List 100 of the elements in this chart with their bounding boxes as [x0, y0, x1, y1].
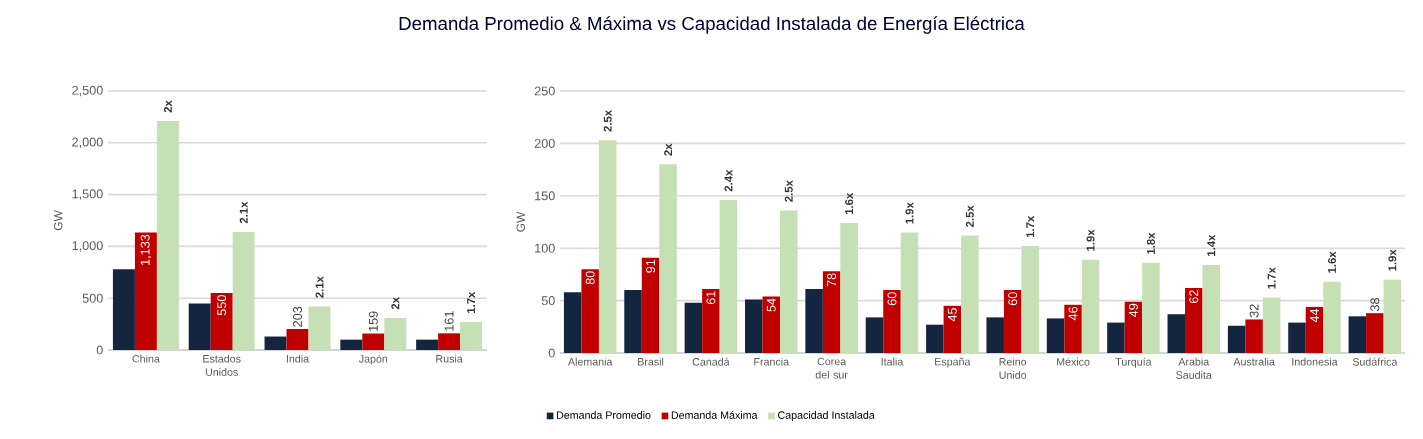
- bar: [1064, 304, 1082, 353]
- x-tick-label: Corea del sur: [815, 357, 848, 379]
- x-tick-label: Indonesia: [1292, 357, 1338, 366]
- annotation: 1.4x: [1207, 234, 1216, 256]
- bar: [1142, 262, 1160, 353]
- bar: [702, 289, 720, 353]
- bar: [232, 231, 255, 350]
- x-tick-label: Italia: [881, 357, 904, 366]
- data-label: 32: [1249, 304, 1259, 318]
- bar: [188, 303, 211, 350]
- x-tick-label: Francia: [754, 357, 790, 366]
- data-label: 1,133: [140, 234, 152, 265]
- bar: [581, 269, 599, 353]
- data-label: 44: [1310, 308, 1319, 323]
- data-label: 46: [1068, 306, 1078, 321]
- data-label: 54: [766, 298, 776, 312]
- x-tick-label: Estados Unidos: [203, 354, 241, 376]
- y-tick-label: 500: [82, 293, 103, 303]
- bar: [210, 293, 233, 350]
- bar: [112, 269, 135, 350]
- bar: [1021, 246, 1039, 353]
- bar: [1366, 313, 1384, 353]
- legend-label: Capacidad Instalada: [778, 411, 875, 422]
- bar: [986, 317, 1004, 353]
- x-tick-label: Alemania: [567, 357, 613, 366]
- bar: [641, 257, 660, 353]
- bar: [1167, 314, 1186, 353]
- bar: [943, 305, 962, 353]
- y-tick-label: 1,500: [72, 189, 103, 200]
- y-tick-label: 50: [541, 296, 555, 306]
- bar: [1262, 297, 1281, 353]
- legend-label: Demanda Máxima: [671, 410, 758, 419]
- x-tick-label: Japón: [358, 354, 388, 365]
- text: Demanda Promedio & Máxima vs Capacidad Instalada de Energía Eléctrica: [399, 16, 1025, 34]
- annotation: 1.7x: [467, 291, 475, 314]
- bar: [1124, 301, 1143, 353]
- bar: [624, 290, 642, 353]
- bar: [961, 235, 979, 353]
- annotation: 1.7x: [1026, 215, 1035, 238]
- bar: [1323, 281, 1341, 353]
- bar: [745, 299, 763, 353]
- bar: [1046, 318, 1065, 353]
- bar: [362, 333, 385, 350]
- data-label: 60: [1008, 292, 1018, 306]
- annotation: 2.1x: [315, 276, 324, 298]
- bar: [264, 336, 287, 350]
- data-label: 45: [947, 307, 957, 322]
- bar: [684, 302, 703, 353]
- annotation: 2.1x: [239, 201, 248, 224]
- bar: [900, 232, 919, 353]
- annotation: 1.7x: [1267, 267, 1276, 289]
- bar: [340, 339, 363, 350]
- bar: [286, 328, 309, 350]
- bar: [563, 292, 582, 353]
- x-tick-label: México: [1057, 357, 1090, 366]
- annotation: 1.8x: [1146, 232, 1155, 254]
- annotation: 1.9x: [1388, 249, 1397, 271]
- data-label: 61: [706, 291, 716, 305]
- bar: [780, 210, 798, 353]
- x-tick-label: India: [286, 354, 310, 363]
- bar: [1305, 306, 1324, 353]
- annotation: 2.5x: [784, 180, 793, 202]
- bar: [156, 121, 179, 350]
- data-label: 49: [1128, 303, 1138, 318]
- annotation: 1.9x: [1086, 229, 1095, 251]
- data-label: 203: [293, 306, 302, 327]
- bar: [1107, 322, 1125, 353]
- data-label: 38: [1370, 298, 1380, 312]
- y-tick-label: 2,000: [72, 137, 103, 149]
- data-label: 62: [1189, 290, 1199, 304]
- bar: [822, 271, 841, 353]
- annotation: 2.5x: [965, 205, 974, 227]
- y-tick-label: 150: [535, 191, 555, 201]
- x-tick-label: Arabia Saudita: [1176, 357, 1212, 379]
- bar: [1288, 322, 1306, 353]
- annotation: 2x: [391, 297, 400, 310]
- bar: [1185, 288, 1203, 353]
- data-label: 60: [887, 292, 897, 306]
- y-axis-title: GW: [53, 210, 63, 231]
- y-tick-label: 200: [534, 138, 555, 148]
- x-tick-label: España: [935, 357, 971, 368]
- bar: [416, 339, 439, 350]
- bar: [865, 317, 884, 353]
- bar: [1245, 319, 1263, 353]
- annotation: 1.9x: [905, 202, 914, 224]
- bar: [719, 199, 738, 353]
- data-label: 78: [827, 273, 837, 287]
- legend-label: Demanda Promedio: [556, 411, 651, 419]
- annotation: 2.4x: [724, 169, 733, 192]
- x-tick-label: Reino Unido: [999, 357, 1027, 379]
- x-tick-label: Brasil: [638, 357, 664, 366]
- x-tick-label: Turquía: [1115, 357, 1152, 368]
- data-label: 550: [217, 295, 227, 316]
- bar: [926, 324, 944, 353]
- annotation: 2.5x: [603, 110, 612, 132]
- y-tick-label: 1,000: [72, 241, 103, 252]
- data-label: 159: [368, 311, 378, 331]
- bar: [598, 140, 617, 353]
- annotation: 2x: [163, 100, 172, 113]
- data-label: 161: [444, 311, 454, 331]
